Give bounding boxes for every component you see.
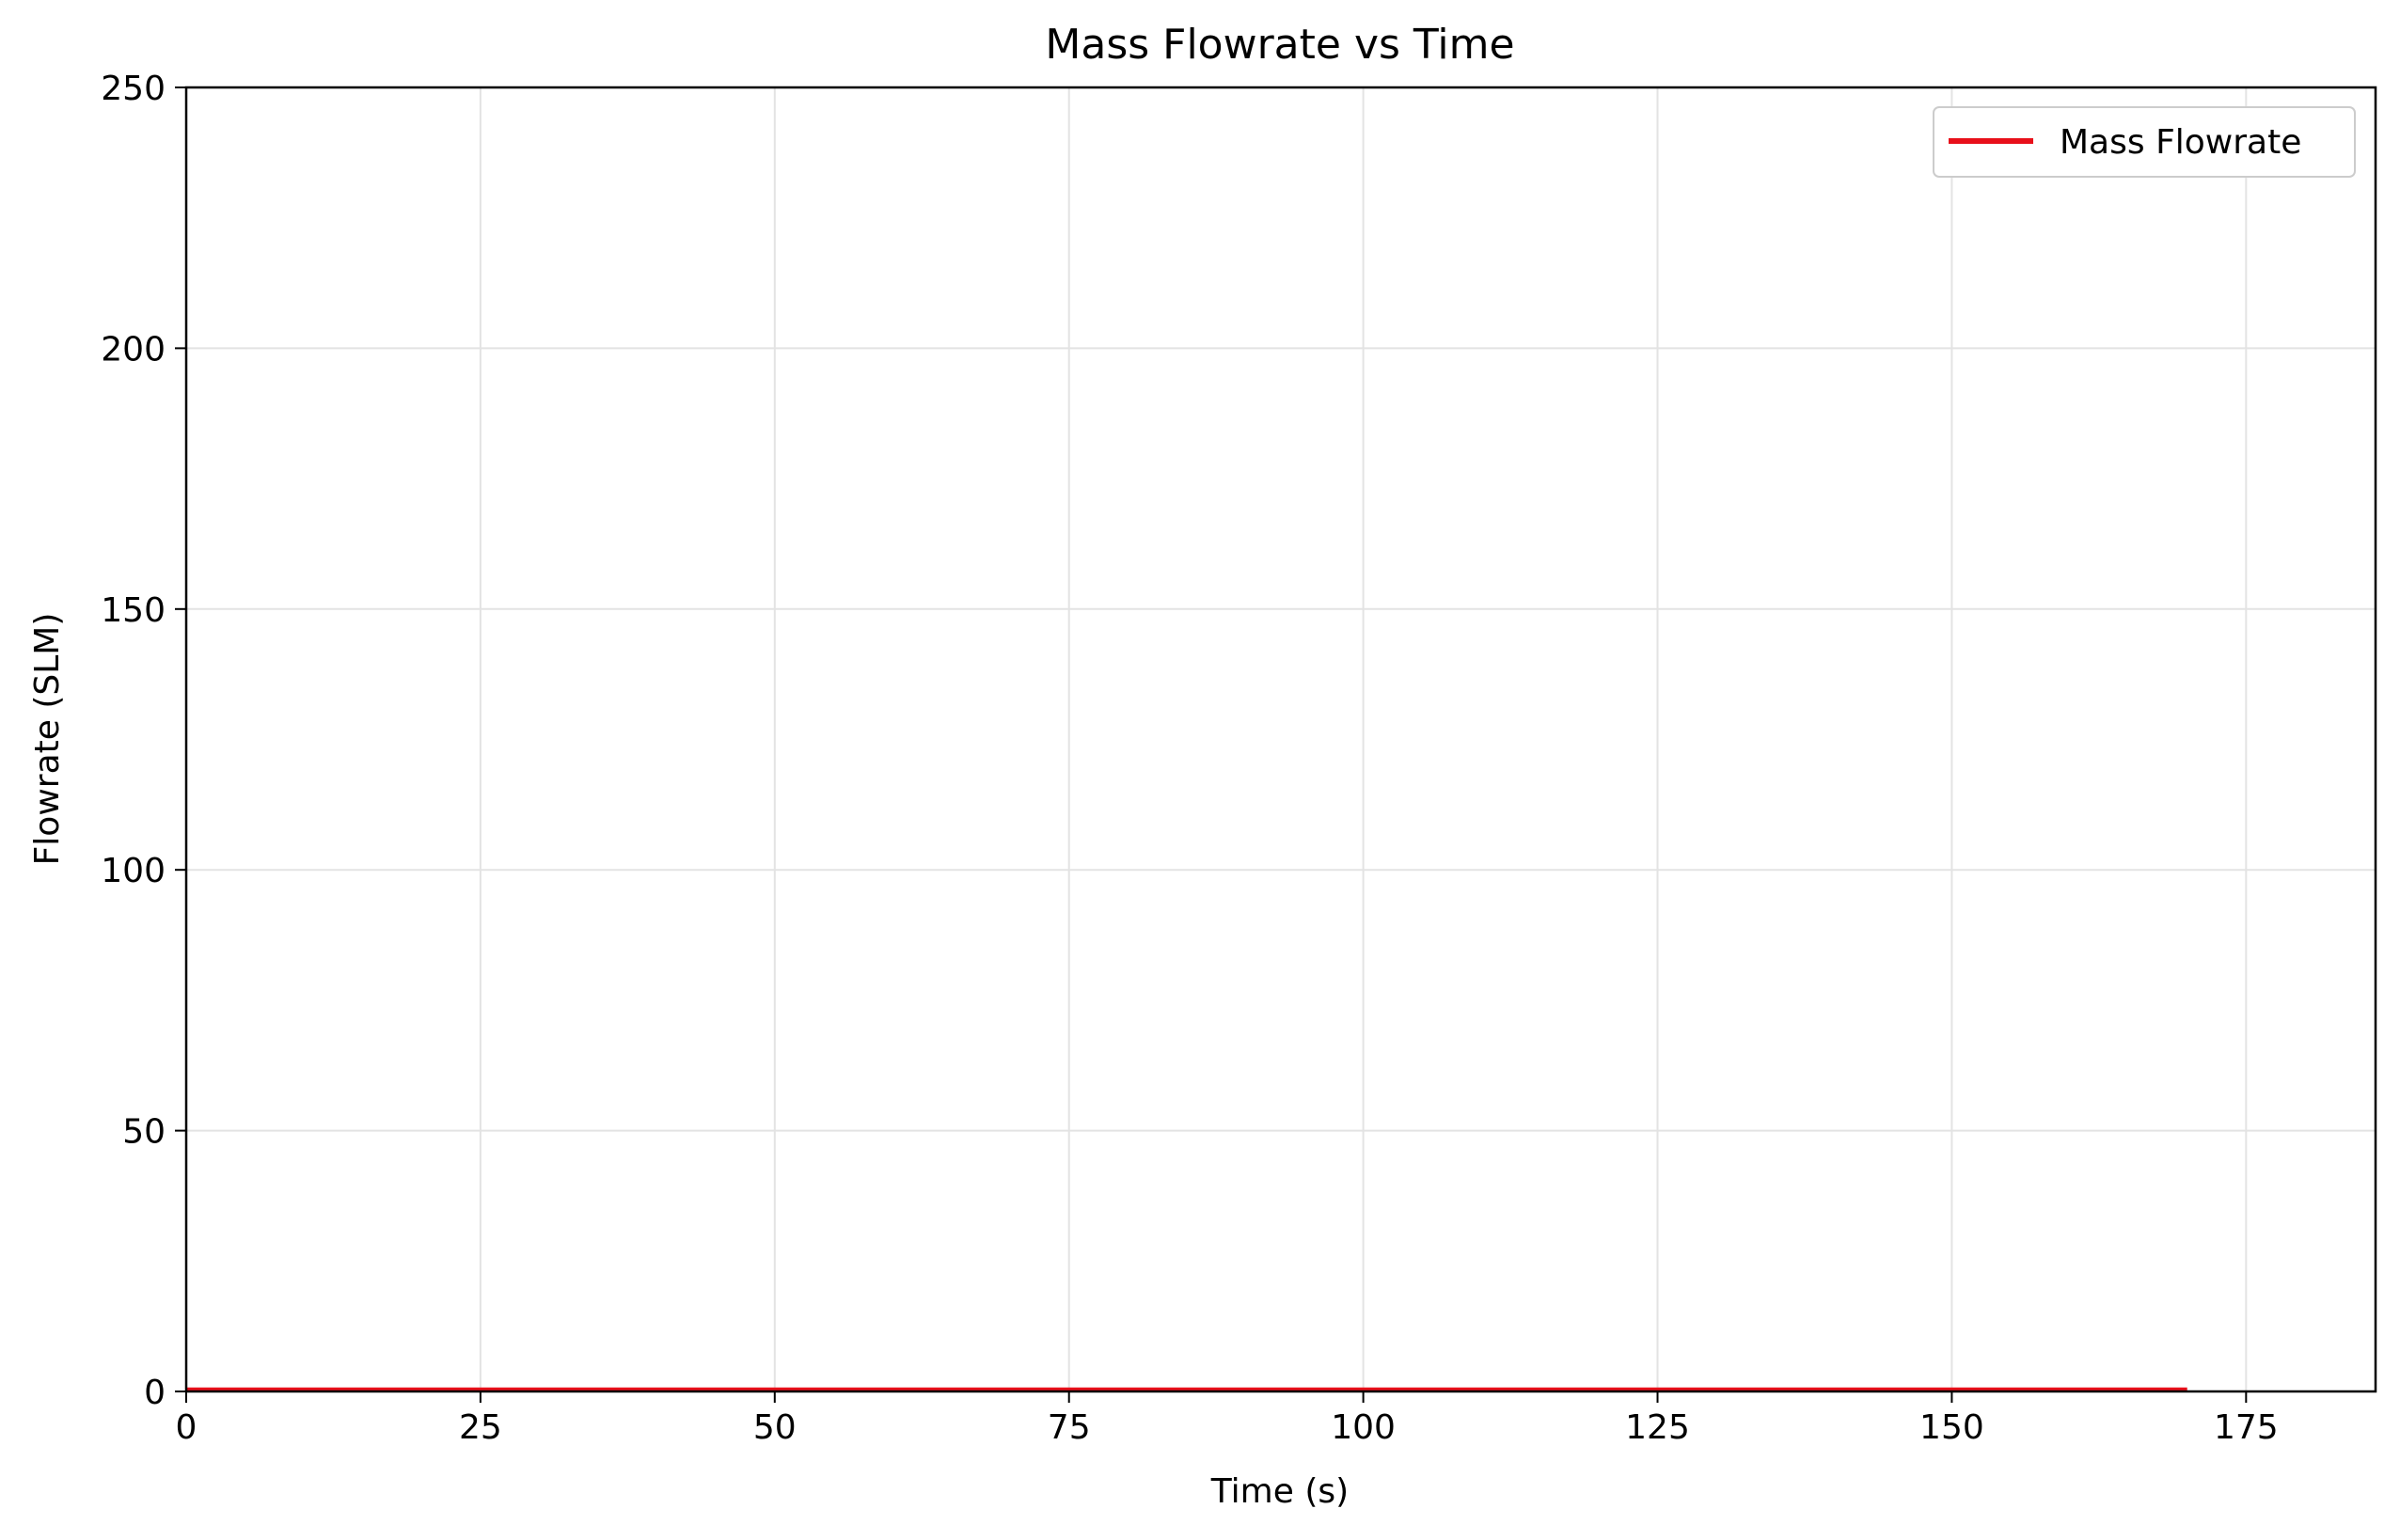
x-tick-label: 50 <box>753 1408 797 1447</box>
y-tick-label: 200 <box>101 330 166 369</box>
plot-frame <box>184 86 2377 1393</box>
legend: Mass Flowrate <box>1933 106 2356 178</box>
y-tick-label: 0 <box>144 1374 166 1412</box>
x-tick-label: 25 <box>459 1408 502 1447</box>
y-tick-label: 250 <box>101 70 166 108</box>
y-tick-label: 150 <box>101 591 166 630</box>
x-tick-label: 75 <box>1048 1408 1091 1447</box>
y-axis-label: Flowrate (SLM) <box>28 613 67 866</box>
axis-ticks: 0 25 50 75 100 125 150 175 0 50 100 150 200 250 <box>101 70 2278 1447</box>
x-tick-label: 175 <box>2214 1408 2279 1447</box>
x-tick-label: 0 <box>176 1408 197 1447</box>
x-tick-label: 150 <box>1919 1408 1984 1447</box>
x-axis-label: Time (s) <box>1210 1472 1349 1511</box>
legend-label-mass-flowrate: Mass Flowrate <box>2060 123 2301 162</box>
x-tick-label: 125 <box>1625 1408 1690 1447</box>
y-tick-label: 100 <box>101 852 166 890</box>
legend-box <box>1933 106 2356 178</box>
y-tick-label: 50 <box>122 1113 166 1152</box>
chart-title: Mass Flowrate vs Time <box>1045 21 1514 69</box>
x-tick-label: 100 <box>1331 1408 1396 1447</box>
